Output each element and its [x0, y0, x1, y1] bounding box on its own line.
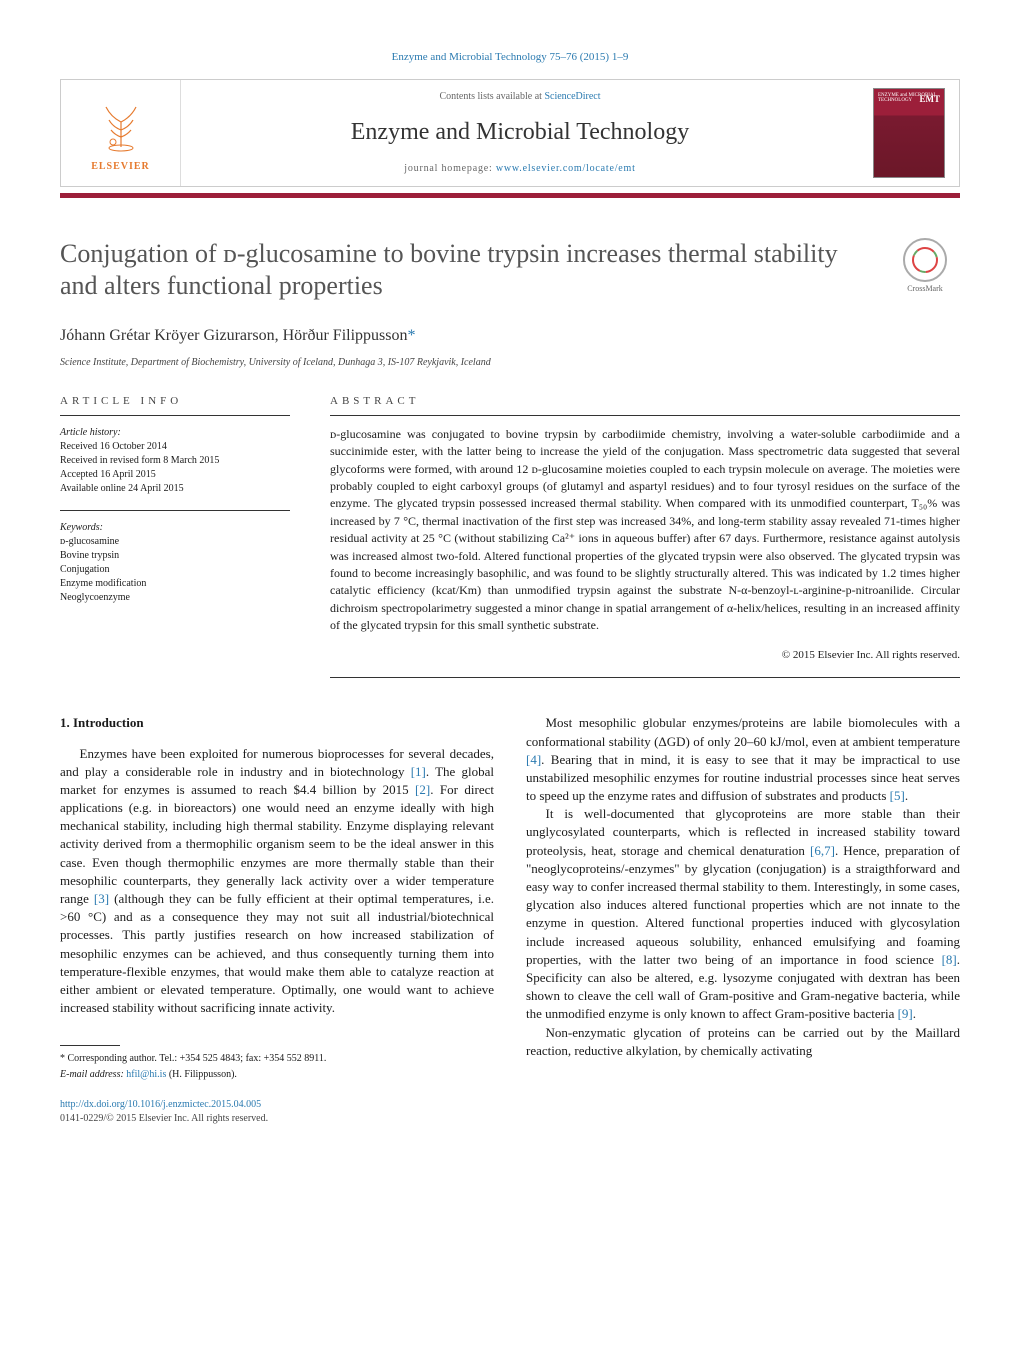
- email-suffix: (H. Filippusson).: [166, 1069, 237, 1080]
- crossmark-label: CrossMark: [907, 284, 943, 293]
- citation-ref[interactable]: [9]: [898, 1006, 913, 1021]
- section-heading-introduction: 1. Introduction: [60, 714, 494, 732]
- abstract-label: abstract: [330, 394, 960, 409]
- masthead: ELSEVIER Contents lists available at Sci…: [60, 79, 960, 187]
- abstract-text: ᴅ-glucosamine was conjugated to bovine t…: [330, 426, 960, 635]
- citation-ref[interactable]: [5]: [890, 788, 905, 803]
- corresponding-mark: *: [407, 327, 415, 344]
- journal-title: Enzyme and Microbial Technology: [201, 116, 839, 148]
- email-line: E-mail address: hfil@hi.is (H. Filippuss…: [60, 1068, 494, 1082]
- citation-ref[interactable]: [4]: [526, 752, 541, 767]
- keyword: ᴅ-glucosamine: [60, 536, 119, 547]
- corresponding-author-note: * Corresponding author. Tel.: +354 525 4…: [60, 1052, 494, 1066]
- email-prefix: E-mail address:: [60, 1069, 126, 1080]
- keywords-heading: Keywords:: [60, 522, 103, 533]
- history-heading: Article history:: [60, 427, 121, 438]
- abstract-column: abstract ᴅ-glucosamine was conjugated to…: [330, 394, 960, 678]
- corresponding-email[interactable]: hfil@hi.is: [126, 1069, 166, 1080]
- footnote-block: * Corresponding author. Tel.: +354 525 4…: [60, 1045, 494, 1126]
- sciencedirect-link[interactable]: ScienceDirect: [544, 91, 600, 102]
- citation-ref[interactable]: [6,7]: [810, 843, 835, 858]
- author-names: Jóhann Grétar Kröyer Gizurarson, Hörður …: [60, 327, 407, 344]
- brand-bar: [60, 193, 960, 198]
- abstract-copyright: © 2015 Elsevier Inc. All rights reserved…: [330, 648, 960, 663]
- contents-prefix: Contents lists available at: [439, 91, 544, 102]
- contents-line: Contents lists available at ScienceDirec…: [201, 90, 839, 104]
- footnote-rule: [60, 1045, 120, 1046]
- cover-abbrev: EMT: [919, 93, 940, 105]
- keyword: Conjugation: [60, 564, 109, 575]
- journal-homepage-url[interactable]: www.elsevier.com/locate/emt: [496, 163, 636, 174]
- journal-cover-block: ENZYME and MICROBIAL TECHNOLOGY EMT: [859, 80, 959, 186]
- body-paragraph: Enzymes have been exploited for numerous…: [60, 745, 494, 1018]
- journal-cover-thumbnail: ENZYME and MICROBIAL TECHNOLOGY EMT: [873, 88, 945, 178]
- crossmark-badge[interactable]: CrossMark: [890, 238, 960, 295]
- citation-ref[interactable]: [1]: [411, 764, 426, 779]
- publisher-logo-block: ELSEVIER: [61, 80, 181, 186]
- keywords-block: Keywords: ᴅ-glucosamine Bovine trypsin C…: [60, 521, 290, 605]
- keyword: Enzyme modification: [60, 578, 146, 589]
- citation-ref[interactable]: [8]: [942, 952, 957, 967]
- article-info-label: article info: [60, 394, 290, 409]
- keyword: Bovine trypsin: [60, 550, 119, 561]
- article-title: Conjugation of ᴅ-glucosamine to bovine t…: [60, 238, 870, 303]
- right-column: Most mesophilic globular enzymes/protein…: [526, 714, 960, 1126]
- homepage-prefix: journal homepage:: [404, 163, 496, 174]
- article-info-column: article info Article history: Received 1…: [60, 394, 290, 678]
- divider: [60, 415, 290, 416]
- history-received: Received 16 October 2014: [60, 441, 167, 452]
- divider: [330, 677, 960, 678]
- body-paragraph: Non-enzymatic glycation of proteins can …: [526, 1024, 960, 1060]
- body-paragraph: It is well-documented that glycoproteins…: [526, 805, 960, 1023]
- divider: [60, 510, 290, 511]
- doi-link[interactable]: http://dx.doi.org/10.1016/j.enzmictec.20…: [60, 1098, 494, 1112]
- citation-ref[interactable]: [2]: [415, 782, 430, 797]
- publisher-name: ELSEVIER: [91, 160, 151, 174]
- citation-ref[interactable]: [3]: [94, 891, 109, 906]
- body-columns: 1. Introduction Enzymes have been exploi…: [60, 714, 960, 1126]
- elsevier-tree-icon: [91, 92, 151, 152]
- history-revised: Received in revised form 8 March 2015: [60, 455, 219, 466]
- article-history: Article history: Received 16 October 201…: [60, 426, 290, 496]
- history-online: Available online 24 April 2015: [60, 483, 184, 494]
- journal-reference: Enzyme and Microbial Technology 75–76 (2…: [60, 50, 960, 65]
- body-paragraph: Most mesophilic globular enzymes/protein…: [526, 714, 960, 805]
- left-column: 1. Introduction Enzymes have been exploi…: [60, 714, 494, 1126]
- journal-homepage-line: journal homepage: www.elsevier.com/locat…: [201, 162, 839, 176]
- authors-line: Jóhann Grétar Kröyer Gizurarson, Hörður …: [60, 325, 960, 347]
- divider: [330, 415, 960, 416]
- crossmark-icon: [911, 246, 939, 274]
- issn-copyright: 0141-0229/© 2015 Elsevier Inc. All right…: [60, 1112, 494, 1126]
- affiliation: Science Institute, Department of Biochem…: [60, 356, 960, 370]
- keyword: Neoglycoenzyme: [60, 592, 130, 603]
- history-accepted: Accepted 16 April 2015: [60, 469, 156, 480]
